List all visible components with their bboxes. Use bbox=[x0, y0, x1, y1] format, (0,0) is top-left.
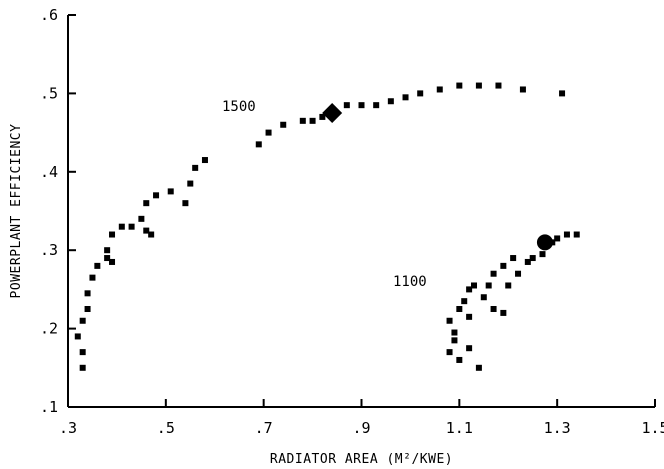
x-tick-label: 1.3 bbox=[544, 419, 571, 437]
data-point bbox=[319, 113, 326, 120]
x-tick-label: 1.5 bbox=[641, 419, 664, 437]
y-axis-title: POWERPLANT EFFICIENCY bbox=[9, 124, 24, 299]
data-point bbox=[201, 157, 208, 164]
circle-marker bbox=[536, 234, 553, 251]
data-point bbox=[74, 333, 81, 340]
data-point bbox=[299, 117, 306, 124]
data-point bbox=[554, 235, 561, 242]
data-point bbox=[343, 102, 350, 109]
x-axis-title: RADIATOR AREA (M²/KWE) bbox=[270, 452, 453, 467]
axes bbox=[67, 15, 655, 408]
data-point bbox=[148, 231, 155, 238]
curve-label-1100: 1100 bbox=[393, 274, 427, 290]
data-point bbox=[490, 306, 497, 312]
data-point bbox=[573, 231, 580, 238]
data-point bbox=[461, 298, 468, 305]
data-point bbox=[265, 129, 272, 136]
data-point bbox=[104, 247, 111, 254]
x-tick-label: .5 bbox=[157, 419, 175, 437]
data-point bbox=[373, 102, 380, 109]
data-point bbox=[192, 164, 199, 171]
data-point bbox=[187, 180, 194, 187]
data-point bbox=[182, 200, 189, 207]
data-point bbox=[128, 223, 135, 230]
data-point bbox=[153, 192, 160, 199]
y-tick-label: .5 bbox=[40, 84, 58, 102]
x-tick-label: 1.1 bbox=[446, 419, 473, 437]
data-point bbox=[471, 282, 478, 289]
x-axis-ticks: .3 .5 .7 .9 1.1 1.3 1.5 bbox=[59, 399, 664, 437]
y-tick-label: .3 bbox=[40, 241, 58, 259]
data-point bbox=[104, 255, 111, 262]
data-point bbox=[466, 286, 473, 293]
data-point bbox=[309, 117, 316, 124]
data-point bbox=[475, 82, 482, 89]
curve-label-1500: 1500 bbox=[222, 99, 256, 115]
data-point bbox=[456, 356, 463, 363]
data-point bbox=[79, 364, 86, 371]
y-tick-label: .1 bbox=[40, 398, 58, 416]
data-point bbox=[529, 255, 536, 262]
data-point bbox=[118, 223, 125, 230]
data-point bbox=[539, 251, 546, 258]
data-point bbox=[79, 349, 86, 356]
data-point bbox=[436, 86, 443, 93]
data-point bbox=[559, 90, 566, 97]
data-point bbox=[255, 141, 262, 148]
x-tick-label: .7 bbox=[255, 419, 273, 437]
series-layer: 1500 1100 bbox=[74, 82, 580, 371]
data-point bbox=[519, 86, 526, 93]
data-point bbox=[451, 329, 458, 336]
data-point bbox=[505, 282, 512, 289]
data-point bbox=[456, 306, 463, 312]
data-point bbox=[89, 274, 96, 281]
data-point bbox=[387, 98, 394, 105]
data-point bbox=[109, 258, 116, 265]
data-point bbox=[143, 200, 150, 207]
x-tick-label: .9 bbox=[352, 419, 370, 437]
data-point bbox=[510, 255, 517, 262]
y-axis-ticks: .1 .2 .3 .4 .5 .6 bbox=[40, 6, 76, 416]
data-point bbox=[524, 258, 531, 265]
data-point bbox=[167, 188, 174, 195]
data-point bbox=[79, 317, 86, 324]
data-point bbox=[475, 364, 482, 371]
data-point bbox=[500, 309, 507, 316]
data-point bbox=[109, 231, 116, 238]
series-1100 bbox=[446, 231, 580, 371]
data-point bbox=[446, 349, 453, 356]
series-1500 bbox=[74, 82, 566, 371]
data-point bbox=[417, 90, 424, 97]
data-point bbox=[500, 262, 507, 269]
data-point bbox=[466, 313, 473, 320]
data-point bbox=[490, 270, 497, 277]
diamond-marker bbox=[322, 103, 343, 123]
x-tick-label: .3 bbox=[59, 419, 77, 437]
data-point bbox=[402, 94, 409, 101]
data-point bbox=[480, 294, 487, 301]
data-point bbox=[451, 337, 458, 344]
data-point bbox=[84, 290, 91, 297]
data-point bbox=[280, 121, 287, 128]
data-point bbox=[563, 231, 570, 238]
data-point bbox=[94, 262, 101, 269]
data-point bbox=[456, 82, 463, 89]
data-point bbox=[143, 227, 150, 234]
y-tick-label: .4 bbox=[40, 163, 58, 181]
data-point bbox=[485, 282, 492, 289]
data-point bbox=[446, 317, 453, 324]
data-point bbox=[495, 82, 502, 89]
data-point bbox=[138, 215, 145, 222]
y-tick-label: .6 bbox=[40, 6, 58, 24]
y-tick-label: .2 bbox=[40, 320, 58, 338]
data-point bbox=[515, 270, 522, 277]
data-point bbox=[84, 306, 91, 312]
data-point bbox=[466, 345, 473, 352]
data-point bbox=[358, 102, 365, 109]
